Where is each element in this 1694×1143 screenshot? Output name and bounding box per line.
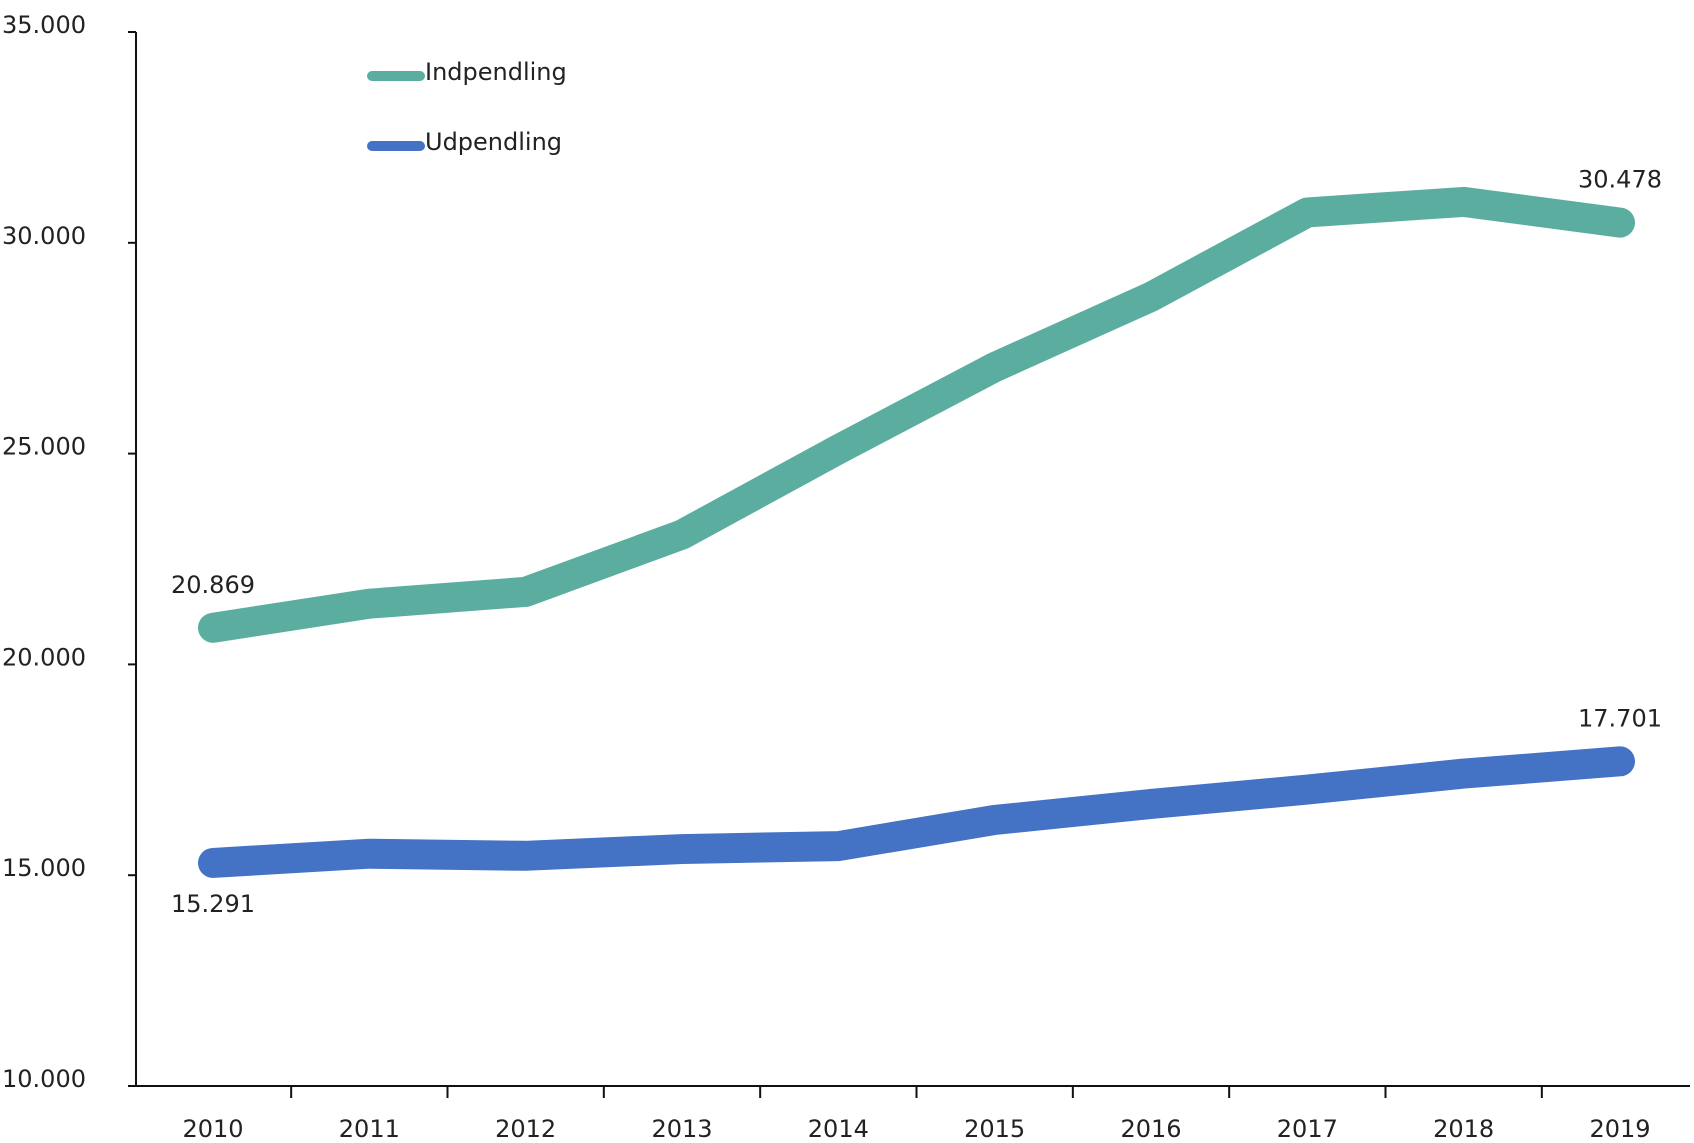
x-tick-label: 2018 <box>1433 1115 1494 1143</box>
y-tick-label: 35.000 <box>2 11 86 39</box>
data-label: 17.701 <box>1578 704 1662 732</box>
series-line <box>198 746 1635 878</box>
legend-label: Udpendling <box>425 128 562 156</box>
x-tick-label: 2013 <box>651 1115 712 1143</box>
x-tick-label: 2015 <box>964 1115 1025 1143</box>
x-tick-label: 2012 <box>495 1115 556 1143</box>
x-tick-label: 2014 <box>808 1115 869 1143</box>
x-tick-label: 2016 <box>1120 1115 1181 1143</box>
data-label: 20.869 <box>171 571 255 599</box>
y-tick-label: 10.000 <box>2 1065 86 1093</box>
x-tick-label: 2019 <box>1589 1115 1650 1143</box>
x-tick-label: 2011 <box>339 1115 400 1143</box>
data-label: 30.478 <box>1578 166 1662 194</box>
data-label: 15.291 <box>171 890 255 918</box>
y-tick-label: 25.000 <box>2 433 86 461</box>
x-tick-label: 2017 <box>1277 1115 1338 1143</box>
y-tick-label: 15.000 <box>2 854 86 882</box>
series-line <box>198 186 1635 643</box>
x-tick-label: 2010 <box>182 1115 243 1143</box>
y-tick-label: 20.000 <box>2 643 86 671</box>
legend-label: Indpendling <box>425 58 567 86</box>
y-tick-label: 30.000 <box>2 222 86 250</box>
